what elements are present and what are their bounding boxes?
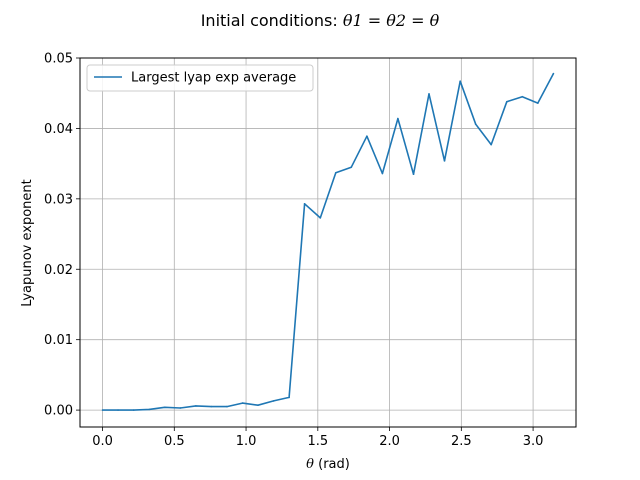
data-point (288, 396, 290, 399)
y-tick-label: 0.02 (44, 263, 73, 278)
grid-lines (80, 57, 576, 427)
data-point (366, 135, 368, 137)
y-tick-label: 0.00 (44, 404, 73, 419)
data-point (272, 400, 275, 402)
data-point (412, 173, 415, 175)
x-tick-label: 0.5 (164, 434, 185, 449)
x-tick-label: 1.5 (307, 434, 328, 449)
data-point (195, 405, 197, 407)
data-point (101, 409, 104, 411)
x-axis-label-unit: (rad) (314, 457, 350, 472)
chart-title-formula: θ1 = θ2 = θ (343, 11, 440, 30)
data-point (226, 405, 228, 408)
x-tick-label: 2.5 (451, 434, 472, 449)
data-point (552, 72, 555, 75)
data-point (319, 217, 322, 219)
data-point (459, 80, 461, 83)
series-layer (101, 72, 555, 411)
plot-area: 0.0 0.5 1.0 1.5 2.0 2.5 3.0 0.000.010.020.030.… (44, 52, 577, 449)
chart-title-prefix: Initial conditions: (201, 11, 343, 30)
y-tick-label: 0.04 (44, 122, 73, 137)
chart-title: Initial conditions: θ1 = θ2 = θ (201, 11, 440, 30)
y-axis-ticks: 0.00 0.01 0.02 0.03 0.04 0.05 (44, 52, 80, 419)
x-tick-label: 3.0 (523, 434, 544, 449)
x-axis-label: θ (rad) (306, 457, 350, 472)
data-point (163, 406, 166, 409)
y-tick-label: 0.01 (44, 333, 73, 348)
data-point (350, 166, 353, 168)
data-point (241, 402, 244, 404)
legend-label: Largest lyap exp average (131, 71, 296, 86)
x-tick-label: 2.0 (379, 434, 400, 449)
data-point (303, 202, 306, 205)
data-point (428, 93, 430, 95)
data-point (537, 102, 539, 104)
data-point (210, 405, 213, 408)
series-line (102, 73, 555, 411)
data-point (132, 409, 135, 411)
data-point (257, 404, 259, 406)
data-point (117, 409, 119, 411)
data-point (397, 117, 399, 120)
x-axis-label-symbol: θ (306, 457, 314, 472)
y-axis-label: Lyapunov exponent (20, 179, 35, 306)
y-tick-label: 0.03 (44, 192, 73, 207)
x-tick-label: 0.0 (92, 434, 113, 449)
data-point (443, 160, 446, 162)
legend: Largest lyap exp average (86, 64, 314, 92)
legend-box (86, 64, 314, 92)
x-tick-label: 1.0 (236, 434, 257, 449)
data-point (474, 123, 477, 125)
data-point (381, 172, 384, 175)
data-point (148, 408, 150, 411)
data-point (521, 95, 524, 98)
data-point (506, 100, 508, 103)
x-axis-ticks: 0.0 0.5 1.0 1.5 2.0 2.5 3.0 (92, 427, 543, 449)
data-point (334, 171, 337, 174)
axes-frame (79, 57, 577, 428)
data-point (179, 407, 182, 409)
data-point (490, 143, 492, 146)
y-tick-label: 0.05 (44, 52, 73, 67)
